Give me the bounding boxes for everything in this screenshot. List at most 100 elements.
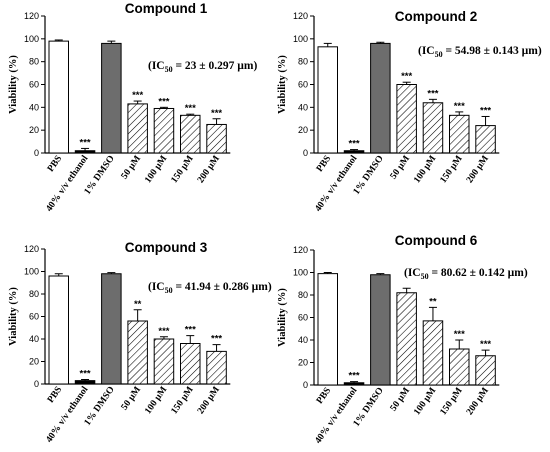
bar-6 (449, 348, 470, 386)
significance-label: *** (454, 329, 465, 340)
y-axis-label: Viability (%) (277, 55, 288, 114)
category-label: 100 µM (412, 154, 438, 185)
bar-3 (101, 273, 122, 385)
bar-1 (48, 275, 69, 385)
y-tick-label: 40 (29, 334, 39, 344)
bar-2 (74, 150, 96, 154)
category-label: PBS (315, 386, 333, 406)
bar-5 (422, 102, 444, 154)
significance-label: *** (80, 369, 91, 380)
bar-6 (180, 343, 201, 385)
y-tick-label: 60 (298, 313, 308, 323)
y-tick-label: 120 (24, 11, 39, 21)
y-tick-label: 120 (24, 244, 39, 254)
y-tick-label: 40 (298, 102, 308, 112)
category-label: 100 µM (143, 154, 169, 185)
bar-3 (370, 42, 391, 154)
category-label: 150 µM (439, 154, 465, 185)
category-label: PBS (315, 154, 333, 174)
category-label: 200 µM (196, 385, 222, 416)
significance-label: *** (158, 326, 169, 337)
ic50-annotation: (IC50 = 41.94 ± 0.286 µm) (148, 281, 272, 295)
significance-label: ** (429, 296, 437, 307)
category-label: 200 µM (196, 154, 222, 185)
chart-panel-4: Compound 6 Viability (%) 0 20 40 60 80 100 120 PB… (277, 233, 528, 446)
bar-1 (317, 46, 338, 154)
y-tick-label: 120 (293, 11, 308, 21)
bar-5 (422, 320, 444, 386)
category-label: 50 µM (389, 386, 412, 413)
ic50-annotation: (IC50 = 23 ± 0.297 µm) (148, 60, 257, 74)
y-tick-label: 60 (29, 80, 39, 90)
category-label: 50 µM (120, 154, 143, 181)
y-tick-label: 20 (29, 357, 39, 367)
bar-7 (475, 125, 496, 154)
bar-7 (206, 350, 227, 385)
significance-label: *** (158, 96, 169, 107)
category-label: 50 µM (389, 154, 412, 181)
y-tick-label: 40 (298, 335, 308, 345)
y-tick-label: 100 (293, 268, 308, 278)
category-label: 200 µM (465, 154, 491, 185)
bar-2 (343, 150, 365, 154)
bar-4 (396, 292, 417, 386)
significance-label: *** (480, 339, 491, 350)
chart-title: Compound 6 (395, 233, 478, 248)
ic50-annotation: (IC50 = 54.98 ± 0.143 µm) (418, 45, 542, 59)
y-tick-label: 80 (298, 57, 308, 67)
y-tick-label: 120 (293, 245, 308, 255)
chart-title: Compound 2 (395, 9, 478, 24)
category-label: 150 µM (439, 386, 465, 417)
bar-5 (153, 338, 175, 385)
bar-4 (127, 320, 148, 385)
significance-label: *** (401, 71, 412, 82)
category-label: 150 µM (170, 385, 196, 416)
category-label: 150 µM (170, 154, 196, 185)
bar-5 (153, 107, 175, 154)
bar-1 (317, 273, 338, 386)
significance-label: *** (80, 137, 91, 148)
chart-title: Compound 1 (125, 1, 208, 16)
chart-title: Compound 3 (125, 240, 208, 255)
bar-2 (343, 382, 365, 386)
significance-label: *** (132, 90, 143, 101)
category-label: 200 µM (465, 386, 491, 417)
bar-3 (370, 274, 391, 386)
y-tick-label: 20 (298, 125, 308, 135)
y-tick-label: 0 (34, 148, 39, 158)
significance-label: *** (454, 101, 465, 112)
bar-7 (475, 355, 496, 386)
y-tick-label: 100 (24, 267, 39, 277)
y-axis-label: Viability (%) (8, 55, 19, 114)
category-label: PBS (46, 385, 64, 405)
bar-7 (206, 123, 227, 154)
y-tick-label: 100 (293, 34, 308, 44)
significance-label: *** (480, 105, 491, 116)
significance-label: *** (211, 334, 222, 345)
y-tick-label: 40 (29, 102, 39, 112)
y-tick-label: 20 (29, 125, 39, 135)
category-label: PBS (46, 154, 64, 174)
bar-4 (127, 103, 148, 154)
y-tick-label: 0 (34, 379, 39, 389)
y-tick-label: 20 (298, 358, 308, 368)
y-tick-label: 0 (303, 380, 308, 390)
y-axis-label: Viability (%) (277, 288, 288, 347)
bar-2 (74, 380, 96, 385)
bar-4 (396, 84, 417, 154)
chart-panel-2: Compound 2 Viability (%) 0 20 40 60 80 100 120 PB… (277, 9, 542, 214)
category-label: 100 µM (412, 386, 438, 417)
ic50-annotation: (IC50 = 80.62 ± 0.142 µm) (404, 267, 528, 281)
y-tick-label: 60 (29, 312, 39, 322)
significance-label: ** (134, 299, 142, 310)
chart-panel-3: Compound 3 Viability (%) 0 20 40 60 80 100 120 PB… (8, 240, 272, 445)
bar-1 (48, 40, 69, 154)
y-tick-label: 100 (24, 34, 39, 44)
chart-panel-1: Compound 1 Viability (%) 0 20 40 60 80 100 120 PB… (8, 1, 257, 214)
significance-label: *** (185, 103, 196, 114)
bar-3 (101, 42, 122, 154)
y-tick-label: 80 (29, 289, 39, 299)
y-tick-label: 80 (29, 57, 39, 67)
significance-label: *** (349, 139, 360, 150)
